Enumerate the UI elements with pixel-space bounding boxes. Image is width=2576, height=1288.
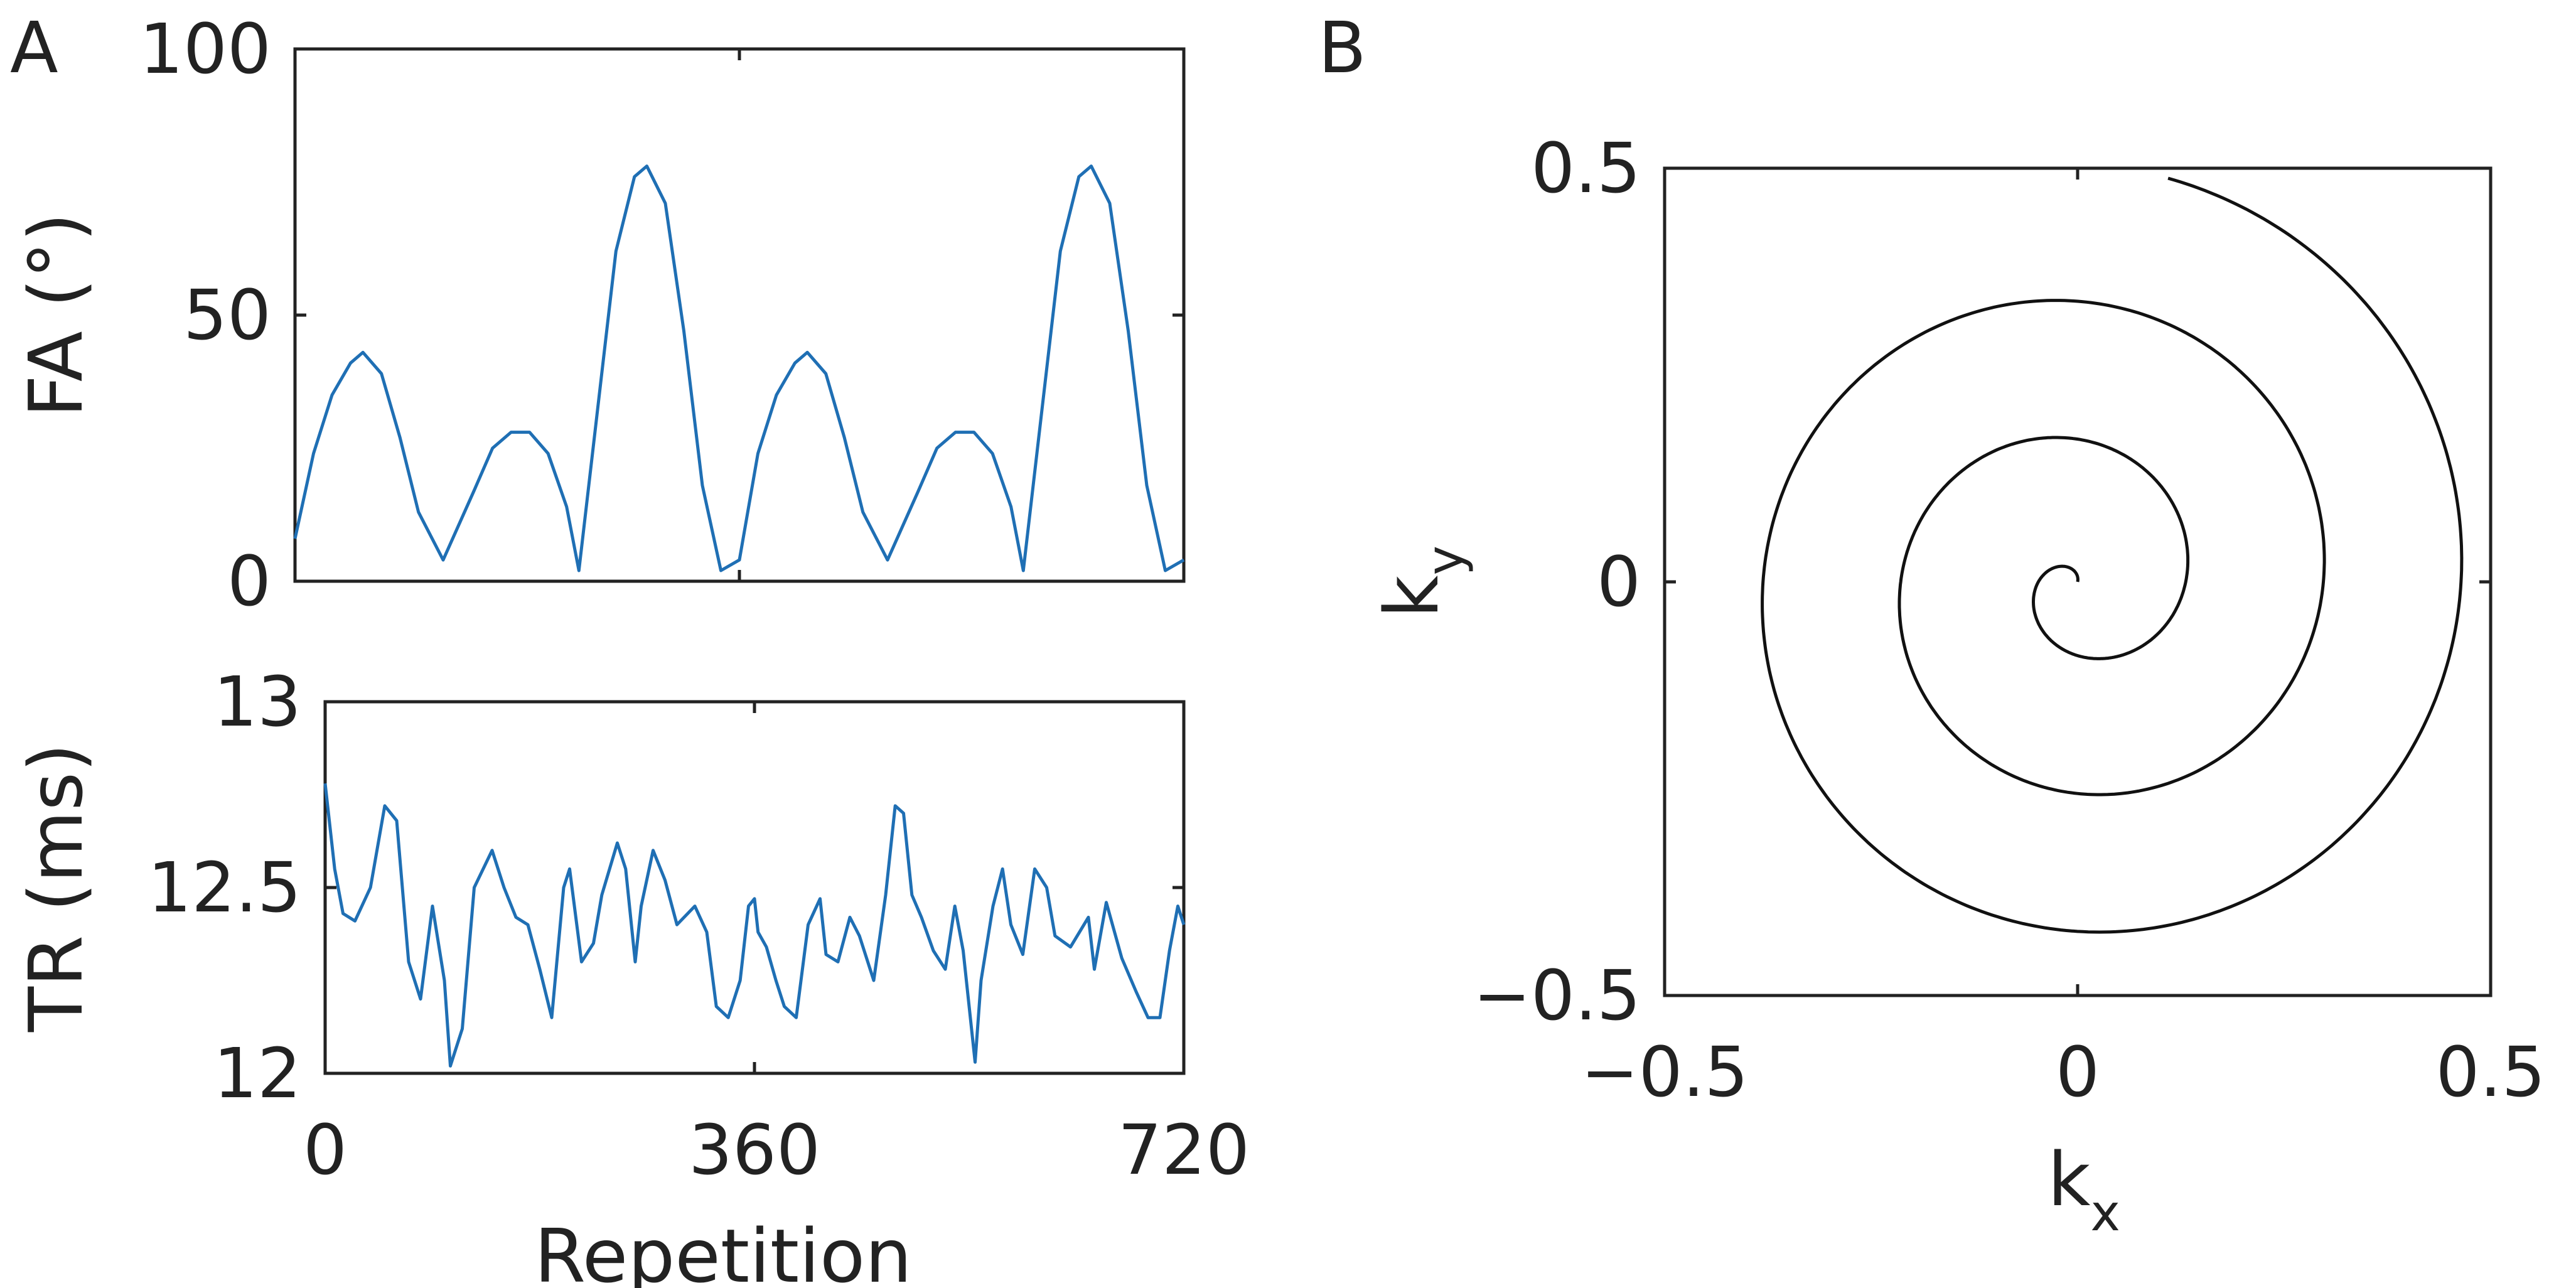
fa-ytick-label: 50 bbox=[183, 275, 271, 355]
k-xtick-label: 0.5 bbox=[2436, 1032, 2546, 1112]
k-ylabel: ky bbox=[1368, 545, 1474, 618]
k-ytick-label: −0.5 bbox=[1473, 955, 1641, 1036]
fa-chart: 0 50 100 FA (°) bbox=[13, 9, 1186, 621]
panel-a-letter: A bbox=[10, 8, 58, 89]
k-xlabel: kx bbox=[2047, 1136, 2120, 1242]
k-xtick-label: 0 bbox=[2056, 1032, 2100, 1112]
panel-b-letter: B bbox=[1318, 8, 1366, 89]
k-ylabel-subscript: y bbox=[1416, 545, 1474, 575]
k-ytick-label: 0.5 bbox=[1531, 128, 1641, 208]
tr-ytick-label: 12.5 bbox=[148, 847, 301, 928]
tr-ytick-label: 13 bbox=[213, 662, 301, 742]
kspace-chart: −0.5 0 0.5 −0.5 0 0.5 ky kx bbox=[1368, 128, 2545, 1242]
fa-ylabel: FA (°) bbox=[13, 213, 99, 417]
tr-xtick-label: 720 bbox=[1118, 1110, 1250, 1190]
k-xtick-label: −0.5 bbox=[1580, 1032, 1748, 1112]
tr-axes-box bbox=[323, 700, 1186, 1075]
k-xlabel-subscript: x bbox=[2091, 1184, 2120, 1242]
fa-axes-box bbox=[293, 47, 1186, 583]
tr-ytick-label: 12 bbox=[213, 1033, 301, 1114]
k-spiral-trajectory bbox=[1761, 176, 2464, 934]
fa-ytick-label: 0 bbox=[227, 541, 271, 621]
fa-ytick-label: 100 bbox=[139, 9, 271, 89]
tr-xlabel: Repetition bbox=[534, 1213, 912, 1288]
tr-chart: 12 12.5 13 0 360 720 TR (ms) Repetition bbox=[13, 662, 1250, 1288]
tr-ylabel: TR (ms) bbox=[13, 743, 99, 1033]
fa-series-line bbox=[293, 164, 1185, 572]
tr-series-line bbox=[323, 783, 1186, 1068]
tr-xtick-label: 0 bbox=[303, 1110, 347, 1190]
k-ytick-label: 0 bbox=[1597, 542, 1641, 622]
tr-xtick-label: 360 bbox=[689, 1110, 820, 1190]
